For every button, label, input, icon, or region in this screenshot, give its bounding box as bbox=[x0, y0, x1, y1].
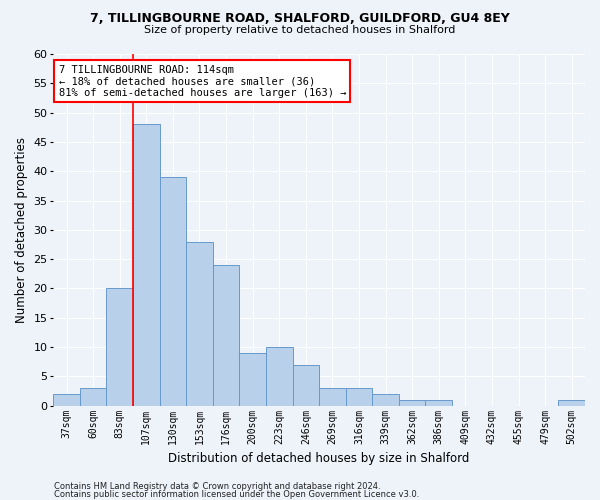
Bar bbox=[133, 124, 160, 406]
Bar bbox=[266, 347, 293, 406]
Bar bbox=[186, 242, 213, 406]
Text: 7, TILLINGBOURNE ROAD, SHALFORD, GUILDFORD, GU4 8EY: 7, TILLINGBOURNE ROAD, SHALFORD, GUILDFO… bbox=[90, 12, 510, 26]
Text: Contains public sector information licensed under the Open Government Licence v3: Contains public sector information licen… bbox=[54, 490, 419, 499]
Bar bbox=[53, 394, 80, 406]
X-axis label: Distribution of detached houses by size in Shalford: Distribution of detached houses by size … bbox=[169, 452, 470, 465]
Text: 7 TILLINGBOURNE ROAD: 114sqm
← 18% of detached houses are smaller (36)
81% of se: 7 TILLINGBOURNE ROAD: 114sqm ← 18% of de… bbox=[59, 64, 346, 98]
Y-axis label: Number of detached properties: Number of detached properties bbox=[15, 137, 28, 323]
Bar bbox=[372, 394, 399, 406]
Bar bbox=[346, 388, 372, 406]
Bar bbox=[80, 388, 106, 406]
Bar bbox=[160, 177, 186, 406]
Bar bbox=[293, 364, 319, 406]
Bar bbox=[319, 388, 346, 406]
Bar bbox=[559, 400, 585, 406]
Bar bbox=[425, 400, 452, 406]
Bar bbox=[106, 288, 133, 406]
Bar bbox=[399, 400, 425, 406]
Text: Contains HM Land Registry data © Crown copyright and database right 2024.: Contains HM Land Registry data © Crown c… bbox=[54, 482, 380, 491]
Bar bbox=[239, 353, 266, 406]
Text: Size of property relative to detached houses in Shalford: Size of property relative to detached ho… bbox=[145, 25, 455, 35]
Bar bbox=[213, 265, 239, 406]
